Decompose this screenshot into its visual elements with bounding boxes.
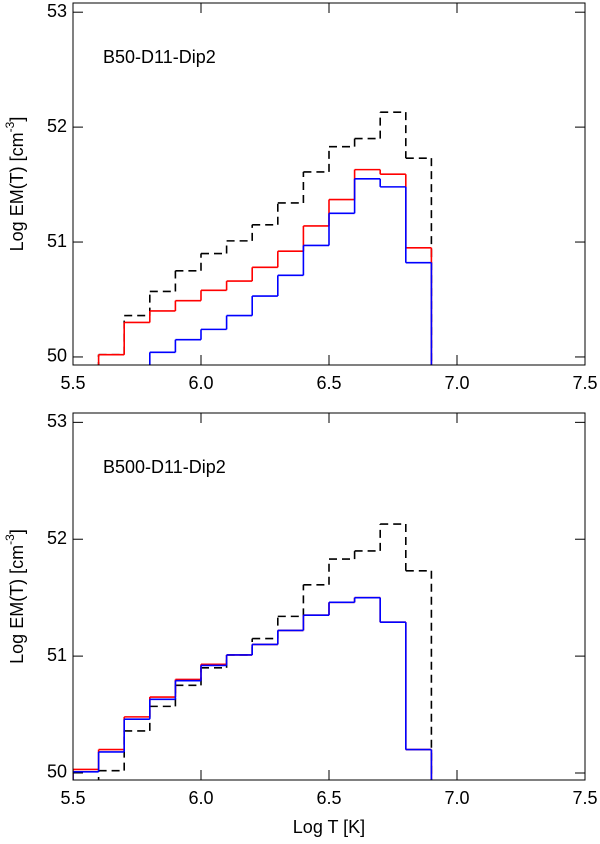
y-axis-label-part: ] <box>7 529 27 534</box>
x-tick-label: 7.0 <box>444 788 469 808</box>
y-tick-label: 50 <box>47 346 67 366</box>
x-tick-label: 5.5 <box>60 788 85 808</box>
x-tick-label: 7.5 <box>572 373 597 393</box>
series-group <box>97 111 433 365</box>
y-tick-label: 53 <box>47 1 67 21</box>
y-tick-label: 51 <box>47 645 67 665</box>
y-axis-label-part: Log EM(T) [cm <box>7 545 27 664</box>
x-tick-label: 7.5 <box>572 788 597 808</box>
y-axis-label-part: ] <box>7 117 27 122</box>
y-axis-label-part: -3 <box>3 534 17 545</box>
x-tick-label: 6.0 <box>188 788 213 808</box>
y-axis-label-part: -3 <box>3 121 17 132</box>
x-axis-label: Log T [K] <box>293 817 365 837</box>
series-group <box>73 523 433 780</box>
y-tick-label: 50 <box>47 762 67 782</box>
annotation: B50-D11-Dip2 <box>103 47 216 67</box>
y-axis-label: Log EM(T) [cm-3] <box>3 117 27 252</box>
x-tick-label: 6.0 <box>188 373 213 393</box>
y-tick-label: 53 <box>47 411 67 431</box>
x-tick-label: 7.0 <box>444 373 469 393</box>
annotation: B500-D11-Dip2 <box>103 457 226 477</box>
x-tick-label: 6.5 <box>316 373 341 393</box>
x-tick-label: 5.5 <box>60 373 85 393</box>
y-axis-label-part: Log EM(T) [cm <box>7 132 27 251</box>
y-axis-label: Log EM(T) [cm-3] <box>3 529 27 664</box>
x-tick-label: 6.5 <box>316 788 341 808</box>
y-tick-label: 52 <box>47 528 67 548</box>
y-tick-label: 51 <box>47 231 67 251</box>
y-tick-label: 52 <box>47 116 67 136</box>
